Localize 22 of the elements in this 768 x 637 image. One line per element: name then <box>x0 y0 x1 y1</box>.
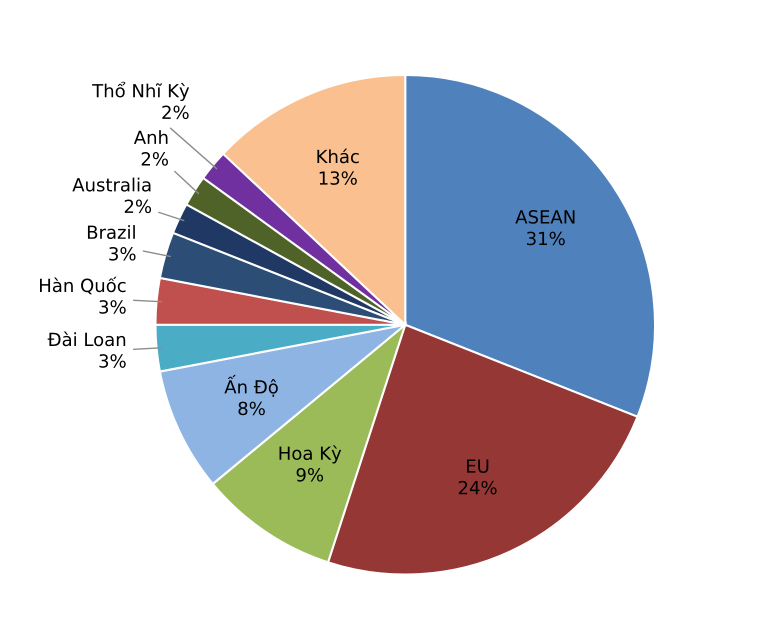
slice-label: Đài Loan <box>48 332 126 346</box>
slice-label: Anh <box>134 130 168 144</box>
slice-label: Hoa Kỳ <box>280 445 342 464</box>
data-label: 3% <box>99 300 126 314</box>
data-label: 3% <box>109 246 136 261</box>
data-label: 9% <box>296 468 324 482</box>
slice-label: Hàn Quốc <box>40 276 126 294</box>
slice-label: Khác <box>317 148 359 164</box>
data-label: 2% <box>162 105 189 120</box>
slice-label: Brazil <box>88 225 135 240</box>
slice-label: ASEAN <box>515 210 574 224</box>
slice-label: Thổ Nhĩ Kỳ <box>92 82 190 102</box>
slice-label: Ấn Độ <box>224 374 278 397</box>
data-label: 24% <box>458 480 497 494</box>
data-label: 2% <box>124 200 152 214</box>
slice-label: Australia <box>72 178 150 192</box>
data-label: 3% <box>99 354 126 368</box>
data-label: 13% <box>320 171 357 185</box>
data-label: 8% <box>238 402 265 416</box>
slice-label: EU <box>467 459 488 473</box>
data-label: 2% <box>142 152 168 166</box>
data-label: 31% <box>527 232 565 246</box>
